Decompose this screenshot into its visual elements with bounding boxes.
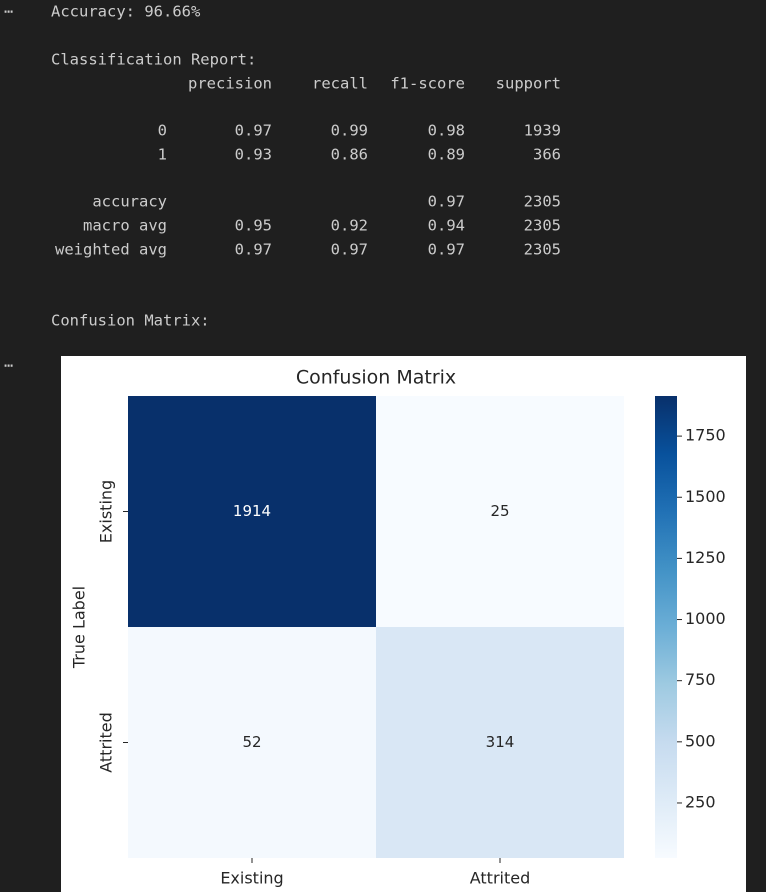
report-cell: 0.97	[331, 241, 368, 259]
report-row-label: weighted avg	[55, 241, 167, 259]
report-row-label: macro avg	[83, 217, 167, 235]
colorbar-tick-label: 250	[685, 792, 716, 811]
accuracy-line: Accuracy: 96.66%	[51, 3, 201, 21]
colorbar-tick-label: 1000	[685, 609, 726, 628]
y-tick-label: Existing	[97, 480, 116, 543]
colorbar-tick-label: 1250	[685, 548, 726, 567]
report-header: precision	[188, 75, 272, 93]
heatmap-cell	[376, 396, 624, 627]
report-cell: 0.94	[428, 217, 465, 235]
report-cell: 0.97	[428, 241, 465, 259]
cell-annotation: 52	[242, 733, 261, 751]
report-row-label: 1	[158, 146, 167, 164]
cell-annotation: 314	[486, 733, 515, 751]
report-row-label: 0	[158, 122, 167, 140]
report-cell: 0.99	[331, 122, 368, 140]
chart-title: Confusion Matrix	[296, 367, 456, 389]
report-cell: 0.92	[331, 217, 368, 235]
report-cell: 2305	[524, 241, 561, 259]
cell-marker: ⋯	[4, 3, 13, 21]
colorbar-tick-label: 750	[685, 670, 716, 689]
heatmap-cell	[376, 627, 624, 858]
heatmap-cell	[128, 627, 376, 858]
y-axis-label: True Label	[70, 586, 89, 669]
colorbar	[655, 396, 677, 858]
report-cell: 0.97	[235, 241, 272, 259]
cell-marker: ⋯	[4, 357, 13, 375]
report-cell: 2305	[524, 193, 561, 211]
report-row-label: accuracy	[92, 193, 167, 211]
colorbar-tick-label: 1750	[685, 426, 726, 445]
colorbar-tick-label: 500	[685, 731, 716, 750]
matrix-title: Confusion Matrix:	[51, 312, 210, 330]
report-cell: 366	[533, 146, 561, 164]
report-title: Classification Report:	[51, 51, 256, 69]
report-cell: 0.86	[331, 146, 368, 164]
report-cell: 0.97	[235, 122, 272, 140]
report-cell: 0.98	[428, 122, 465, 140]
x-tick-label: Attrited	[470, 869, 531, 888]
report-cell: 0.89	[428, 146, 465, 164]
report-cell: 0.97	[428, 193, 465, 211]
report-cell: 2305	[524, 217, 561, 235]
report-cell: 0.95	[235, 217, 272, 235]
colorbar-tick-label: 1500	[685, 487, 726, 506]
heatmap-cell	[128, 396, 376, 627]
cell-annotation: 25	[490, 502, 509, 520]
report-cell: 1939	[524, 122, 561, 140]
cell-annotation: 1914	[233, 502, 271, 520]
report-header: support	[496, 75, 561, 93]
x-tick-label: Existing	[220, 869, 283, 888]
y-tick-label: Attrited	[97, 712, 116, 773]
report-cell: 0.93	[235, 146, 272, 164]
report-header: f1-score	[390, 75, 465, 93]
report-header: recall	[312, 75, 368, 93]
